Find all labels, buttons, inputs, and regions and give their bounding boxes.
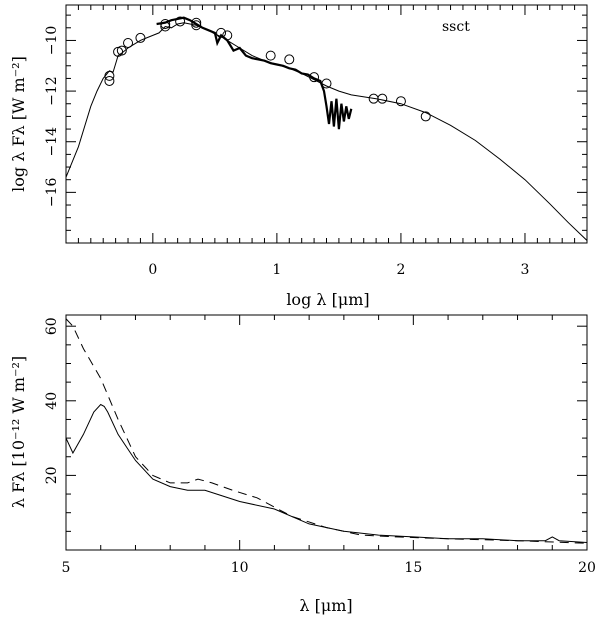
top-series-group — [66, 16, 587, 241]
bottom-y-tick-label: 60 — [44, 317, 60, 335]
bottom-y-axis-label: λ Fλ [10⁻¹² W m⁻²] — [9, 356, 28, 508]
bottom-x-tick-label: 20 — [578, 560, 596, 576]
top-data-point — [222, 30, 233, 41]
bottom-spectrum-panel: 5 10 15 20 20 40 60 λ [μm] λ Fλ [10⁻¹² W m⁻²] — [9, 314, 596, 615]
top-x-tick-label: 0 — [148, 262, 157, 278]
top-data-point — [123, 37, 134, 48]
bottom-x-tick-label: 5 — [62, 560, 71, 576]
bottom-series-group — [66, 318, 587, 544]
top-data-point — [420, 111, 431, 122]
bottom-series-model — [66, 318, 587, 544]
top-y-tick-label: −12 — [44, 76, 60, 106]
bottom-x-tick-label: 15 — [404, 560, 422, 576]
bottom-series-observed — [66, 403, 587, 543]
top-series-iso-spectrum — [156, 16, 353, 130]
top-data-point — [135, 32, 146, 43]
top-y-tick-label: −16 — [44, 177, 60, 207]
top-data-point — [175, 16, 186, 27]
top-x-axis-label: log λ [μm] — [286, 290, 369, 309]
top-y-tick-label: −14 — [44, 127, 60, 157]
top-data-point — [284, 54, 295, 65]
top-data-point — [377, 93, 388, 104]
top-sed-panel: 0 1 2 3 −10 −12 −14 −16 ssct log λ [μm] log λ F… — [9, 4, 588, 309]
top-x-tick-label: 1 — [272, 262, 281, 278]
top-x-tick-label: 2 — [396, 262, 405, 278]
top-axis-ticks: 0 1 2 3 −10 −12 −14 −16 — [44, 5, 588, 278]
top-data-point — [265, 50, 276, 61]
bottom-plot-area — [66, 318, 587, 544]
top-y-tick-label: −10 — [44, 26, 60, 56]
top-data-point — [104, 75, 115, 86]
top-y-axis-label: log λ Fλ [W m⁻²] — [9, 56, 28, 192]
top-data-point — [216, 27, 227, 38]
top-series-model — [66, 22, 587, 241]
bottom-axis-ticks: 5 10 15 20 20 40 60 — [44, 315, 596, 576]
bottom-plot-frame — [65, 314, 588, 551]
top-data-point — [321, 78, 332, 89]
bottom-x-tick-label: 10 — [231, 560, 249, 576]
bottom-y-tick-label: 40 — [44, 392, 60, 410]
bottom-x-axis-label: λ [μm] — [299, 596, 352, 615]
top-data-point — [395, 96, 406, 107]
top-data-point — [309, 72, 320, 83]
top-annotation: ssct — [442, 19, 470, 35]
top-data-point — [160, 18, 171, 29]
bottom-y-tick-label: 20 — [44, 466, 60, 484]
top-data-point — [116, 45, 127, 56]
top-data-point — [104, 70, 115, 81]
top-data-point — [191, 17, 202, 28]
top-plot-area — [66, 16, 587, 241]
top-x-tick-label: 3 — [521, 262, 530, 278]
top-data-point — [160, 21, 171, 32]
top-data-point — [191, 20, 202, 31]
